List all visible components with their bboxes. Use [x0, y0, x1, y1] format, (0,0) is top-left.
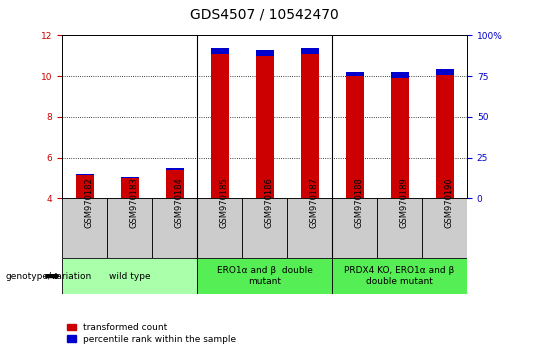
Bar — [422, 198, 467, 258]
Bar — [166, 168, 184, 198]
Bar — [211, 47, 228, 54]
Text: genotype/variation: genotype/variation — [5, 272, 92, 281]
Bar — [390, 78, 409, 198]
Bar — [377, 198, 422, 258]
Bar — [242, 198, 287, 258]
Text: GSM970182: GSM970182 — [85, 178, 93, 228]
Bar — [211, 54, 228, 198]
Bar — [332, 198, 377, 258]
Bar — [166, 168, 184, 170]
Bar — [332, 258, 467, 294]
Bar — [120, 177, 139, 178]
Text: ERO1α and β  double
mutant: ERO1α and β double mutant — [217, 267, 313, 286]
Bar — [287, 198, 332, 258]
Bar — [62, 258, 197, 294]
Text: GSM970184: GSM970184 — [174, 178, 184, 228]
Text: GSM970186: GSM970186 — [265, 178, 274, 228]
Bar — [197, 258, 332, 294]
Text: GDS4507 / 10542470: GDS4507 / 10542470 — [190, 7, 339, 21]
Bar — [346, 72, 363, 76]
Bar — [107, 198, 152, 258]
Bar — [62, 198, 107, 258]
Bar — [152, 198, 197, 258]
Bar — [197, 198, 242, 258]
Bar — [390, 72, 409, 78]
Text: GSM970188: GSM970188 — [355, 178, 363, 228]
Text: GSM970190: GSM970190 — [444, 178, 454, 228]
Bar — [255, 50, 274, 56]
Bar — [301, 47, 319, 54]
Text: GSM970183: GSM970183 — [130, 178, 139, 228]
Bar — [436, 69, 454, 75]
Bar — [301, 54, 319, 198]
Bar — [120, 177, 139, 198]
Bar — [76, 174, 93, 198]
Text: PRDX4 KO, ERO1α and β
double mutant: PRDX4 KO, ERO1α and β double mutant — [345, 267, 455, 286]
Legend: transformed count, percentile rank within the sample: transformed count, percentile rank withi… — [66, 323, 236, 344]
Text: wild type: wild type — [109, 272, 151, 281]
Bar — [436, 75, 454, 198]
Text: GSM970187: GSM970187 — [309, 178, 319, 228]
Text: GSM970189: GSM970189 — [400, 178, 409, 228]
Text: GSM970185: GSM970185 — [220, 178, 228, 228]
Bar — [255, 56, 274, 198]
Bar — [346, 76, 363, 198]
Bar — [76, 174, 93, 175]
